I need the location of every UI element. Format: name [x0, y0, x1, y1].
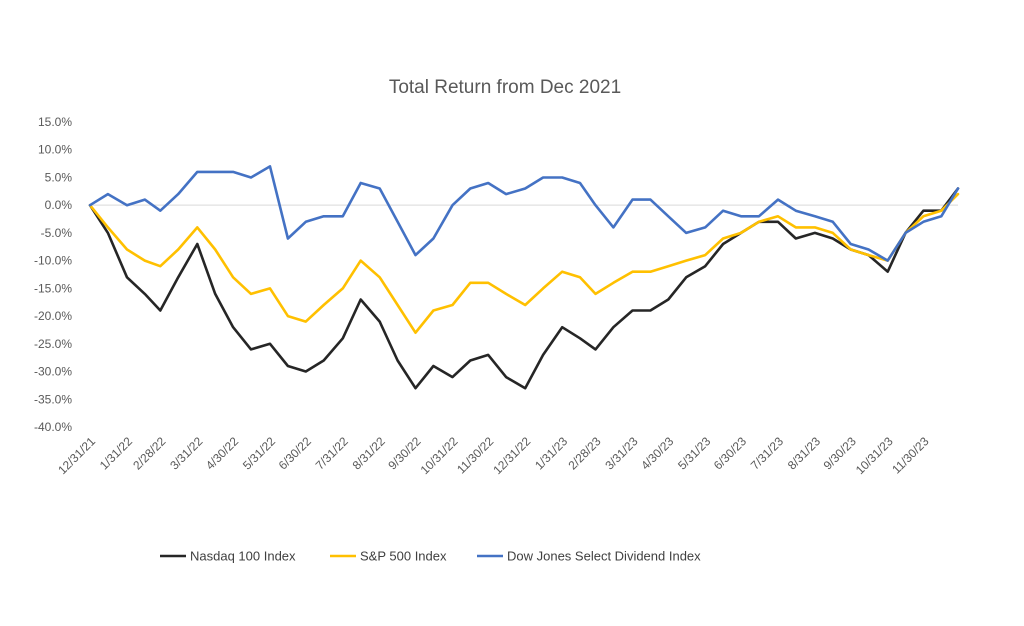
series-layer [88, 165, 960, 390]
x-tick-label: 1/31/23 [532, 434, 570, 472]
y-tick-label: 0.0% [45, 198, 73, 212]
y-axis: 15.0% 10.0% 5.0% 0.0% -5.0% -10.0% -15.0% -20.0… [34, 115, 958, 434]
x-tick-label: 7/31/22 [313, 434, 351, 472]
x-tick-label: 10/31/23 [853, 434, 896, 477]
x-tick-label: 11/30/22 [454, 434, 497, 477]
chart-title: Total Return from Dec 2021 [389, 77, 621, 98]
y-tick-label: 5.0% [45, 170, 73, 184]
y-tick-label: -25.0% [34, 337, 72, 351]
x-tick-label: 2/28/22 [130, 434, 168, 472]
legend-label: S&P 500 Index [360, 549, 447, 564]
legend-label: Dow Jones Select Dividend Index [507, 549, 701, 564]
x-tick-label: 3/31/22 [167, 434, 205, 472]
y-tick-label: -40.0% [34, 420, 72, 434]
series-line-1 [88, 192, 960, 335]
x-tick-label: 12/31/21 [55, 434, 98, 477]
x-tick-label: 10/31/22 [418, 434, 461, 477]
y-tick-label: -10.0% [34, 254, 72, 268]
y-tick-label: -20.0% [34, 309, 72, 323]
x-tick-label: 1/31/22 [97, 434, 135, 472]
series-line-0 [88, 187, 960, 390]
y-tick-label: -5.0% [41, 226, 73, 240]
legend: Nasdaq 100 Index S&P 500 Index Dow Jones S… [160, 549, 701, 564]
series-line-2 [88, 165, 960, 262]
x-tick-label: 6/30/23 [711, 434, 749, 472]
x-tick-label: 11/30/23 [889, 434, 932, 477]
y-tick-label: -15.0% [34, 281, 72, 295]
y-tick-label: 10.0% [38, 143, 72, 157]
x-tick-label: 7/31/23 [748, 434, 786, 472]
x-tick-label: 12/31/22 [490, 434, 533, 477]
x-tick-label: 8/31/23 [785, 434, 823, 472]
x-tick-label: 3/31/23 [602, 434, 640, 472]
y-tick-label: -35.0% [34, 392, 72, 406]
x-tick-label: 5/31/22 [240, 434, 278, 472]
legend-label: Nasdaq 100 Index [190, 549, 296, 564]
y-tick-label: -30.0% [34, 365, 72, 379]
y-tick-label: 15.0% [38, 115, 72, 129]
x-tick-label: 6/30/22 [276, 434, 314, 472]
x-axis: 12/31/211/31/222/28/223/31/224/30/225/31… [55, 434, 932, 477]
x-tick-label: 4/30/23 [638, 434, 676, 472]
x-tick-label: 8/31/22 [350, 434, 388, 472]
x-tick-label: 4/30/22 [203, 434, 241, 472]
x-tick-label: 2/28/23 [565, 434, 603, 472]
x-tick-label: 5/31/23 [675, 434, 713, 472]
